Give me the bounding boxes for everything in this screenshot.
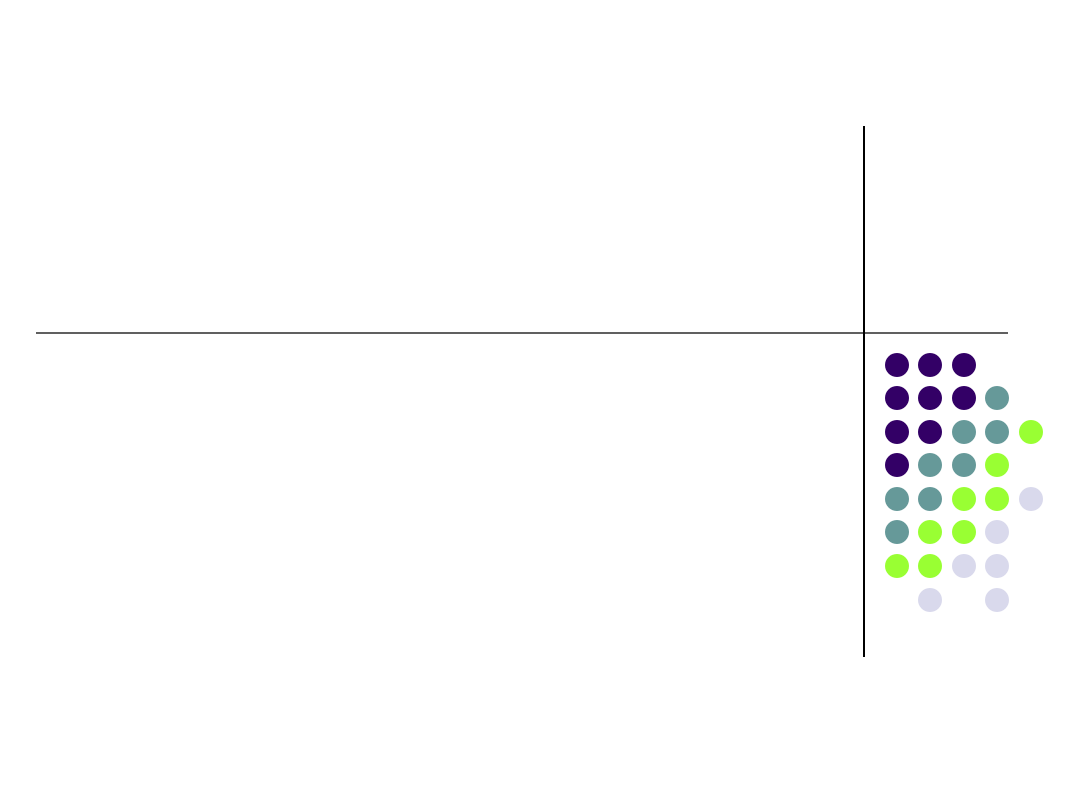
dot	[918, 386, 942, 410]
dot	[918, 353, 942, 377]
dot	[918, 420, 942, 444]
dot	[985, 420, 1009, 444]
dot	[952, 487, 976, 511]
dot	[918, 554, 942, 578]
dot	[985, 487, 1009, 511]
dot	[952, 420, 976, 444]
dot	[952, 453, 976, 477]
dot	[918, 520, 942, 544]
dot	[885, 520, 909, 544]
dot	[885, 487, 909, 511]
dot	[1019, 487, 1043, 511]
dot	[952, 353, 976, 377]
dot	[985, 453, 1009, 477]
dot	[885, 420, 909, 444]
dot	[985, 554, 1009, 578]
dot	[885, 386, 909, 410]
dot	[885, 453, 909, 477]
dot	[985, 386, 1009, 410]
dot	[1019, 420, 1043, 444]
dot	[885, 554, 909, 578]
dot	[985, 588, 1009, 612]
dot	[918, 453, 942, 477]
dot-pattern	[885, 353, 1043, 612]
dot	[952, 386, 976, 410]
dot	[918, 588, 942, 612]
dot	[918, 487, 942, 511]
dot	[985, 520, 1009, 544]
dot	[952, 520, 976, 544]
dot	[885, 353, 909, 377]
dot	[952, 554, 976, 578]
